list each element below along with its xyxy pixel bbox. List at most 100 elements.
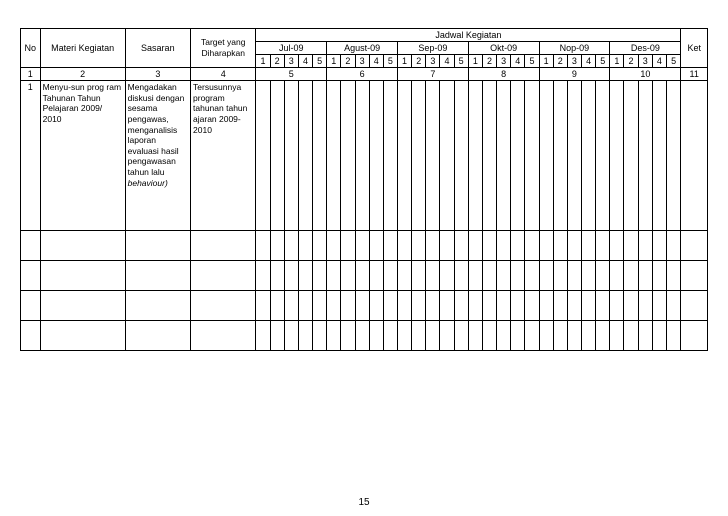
cell-week [369,231,383,261]
header-week: 4 [369,55,383,68]
header-month: Okt-09 [468,42,539,55]
cell-week [596,81,610,231]
cell-week [412,321,426,351]
header-week: 5 [454,55,468,68]
cell-week [327,231,341,261]
header-week: 4 [298,55,312,68]
colnum-month: 10 [610,68,681,81]
cell-week [256,321,270,351]
cell-week [426,261,440,291]
table-row: 1 Menyu-sun prog ram Tahunan Tahun Pelaj… [21,81,708,231]
cell-week [454,261,468,291]
header-week: 1 [327,55,341,68]
cell-week [454,231,468,261]
cell-week [624,231,638,261]
cell-ket [681,231,708,261]
cell-week [497,291,511,321]
cell-empty [191,231,256,261]
header-week: 3 [638,55,652,68]
cell-week [497,231,511,261]
cell-week [511,81,525,231]
cell-empty [21,261,41,291]
cell-week [525,291,539,321]
header-month: Des-09 [610,42,681,55]
cell-week [567,261,581,291]
cell-week [270,231,284,261]
cell-empty [125,321,190,351]
cell-week [553,291,567,321]
cell-week [298,321,312,351]
header-month: Sep-09 [397,42,468,55]
cell-week [327,321,341,351]
cell-week [397,261,411,291]
schedule-table: No Materi Kegiatan Sasaran Target yang D… [20,28,708,351]
cell-week [454,81,468,231]
header-materi: Materi Kegiatan [40,29,125,68]
cell-week [511,261,525,291]
header-month: Nop-09 [539,42,610,55]
cell-week [525,321,539,351]
cell-week [596,231,610,261]
cell-week [652,321,666,351]
cell-empty [125,231,190,261]
cell-week [369,321,383,351]
cell-empty [125,261,190,291]
header-week: 2 [624,55,638,68]
cell-week [482,321,496,351]
cell-week [652,81,666,231]
cell-week [327,81,341,231]
cell-week [553,321,567,351]
cell-week [539,231,553,261]
sasaran-italic: behaviour) [128,178,168,188]
cell-week [610,231,624,261]
cell-target: Tersusunnya program tahunan tahun ajaran… [191,81,256,231]
cell-week [313,291,327,321]
cell-ket [681,321,708,351]
cell-empty [40,231,125,261]
cell-empty [40,291,125,321]
cell-week [624,321,638,351]
cell-week [610,261,624,291]
header-week: 5 [525,55,539,68]
cell-week [327,261,341,291]
cell-week [638,291,652,321]
cell-sasaran: Mengadakan diskusi dengan sesama pengawa… [125,81,190,231]
cell-week [341,291,355,321]
header-month: Jul-09 [256,42,327,55]
header-week: 4 [652,55,666,68]
cell-week [638,321,652,351]
cell-empty [21,291,41,321]
cell-week [610,291,624,321]
cell-week [582,231,596,261]
header-week: 3 [497,55,511,68]
cell-week [383,81,397,231]
cell-week [369,261,383,291]
cell-week [383,261,397,291]
header-week: 1 [610,55,624,68]
colnum-target: 4 [191,68,256,81]
cell-week [341,231,355,261]
header-week: 2 [482,55,496,68]
cell-week [624,81,638,231]
cell-week [298,231,312,261]
cell-week [284,261,298,291]
colnum-month: 6 [327,68,398,81]
cell-week [426,81,440,231]
cell-week [666,81,680,231]
cell-empty [40,321,125,351]
cell-week [412,261,426,291]
cell-week [652,261,666,291]
cell-week [497,261,511,291]
header-jadwal: Jadwal Kegiatan [256,29,681,42]
cell-empty [191,291,256,321]
cell-week [525,231,539,261]
cell-week [539,81,553,231]
header-week: 3 [426,55,440,68]
cell-week [567,81,581,231]
header-week: 5 [666,55,680,68]
cell-week [270,261,284,291]
cell-week [652,231,666,261]
cell-week [313,81,327,231]
cell-week [596,261,610,291]
cell-week [525,261,539,291]
